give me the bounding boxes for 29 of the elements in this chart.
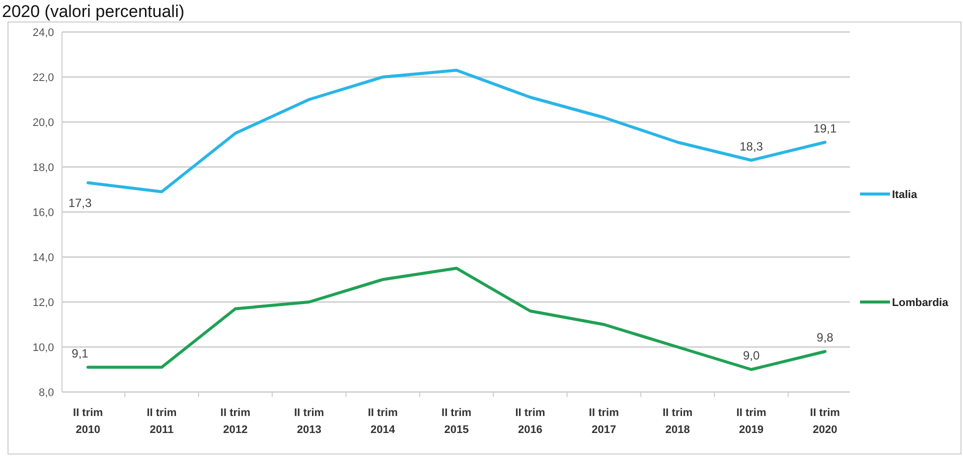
data-label: 17,3 [68, 196, 92, 210]
x-tick-label: II trim 2013 [294, 407, 324, 436]
x-tick-label: II trim 2018 [662, 407, 693, 436]
data-label: 9,0 [742, 348, 760, 362]
x-tick-label: II trim 2015 [442, 407, 472, 436]
x-tick-label: II trim 2012 [220, 407, 251, 436]
x-tick-label: II trim 2020 [810, 407, 840, 436]
y-tick-label: 24,0 [32, 27, 54, 39]
x-tick-label: II trim 2017 [588, 407, 620, 436]
x-tick-label: II trim 2019 [736, 407, 766, 436]
legend-label: Lombardia [892, 297, 950, 309]
data-label: 18,3 [740, 139, 764, 154]
chart-title: 2020 (valori percentuali) [2, 2, 184, 21]
legend-label: Italia [892, 189, 918, 201]
x-tick-label: II trim 2016 [515, 407, 546, 436]
data-label: 9,8 [816, 330, 834, 344]
y-tick-label: 14,0 [32, 252, 54, 264]
y-tick-label: 16,0 [32, 207, 54, 219]
x-tick-label: II trim 2014 [368, 407, 398, 436]
y-tick-label: 20,0 [32, 117, 54, 129]
x-tick-label: II trim 2011 [146, 407, 177, 436]
y-tick-label: 18,0 [32, 162, 54, 174]
data-label: 9,1 [72, 346, 89, 360]
y-tick-label: 8,0 [38, 387, 54, 399]
y-tick-label: 10,0 [32, 342, 54, 354]
data-label: 19,1 [813, 121, 837, 136]
y-tick-label: 22,0 [32, 72, 54, 84]
y-tick-label: 12,0 [32, 297, 54, 309]
x-tick-label: II trim 2010 [73, 407, 104, 436]
